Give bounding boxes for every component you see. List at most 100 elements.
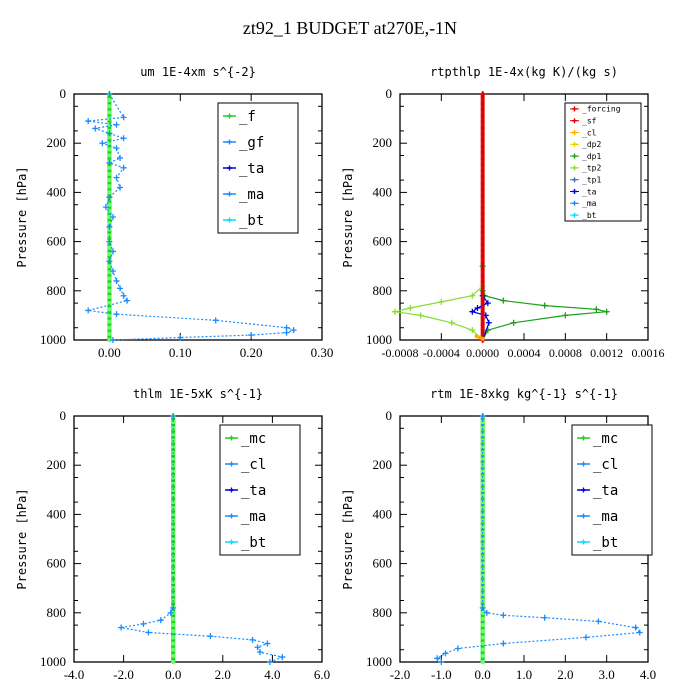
series-point-cl [257, 649, 263, 656]
series-point-cl [118, 624, 125, 631]
legend-entry-label: _ta [239, 161, 264, 177]
legend-entry-label: _bt [241, 535, 266, 551]
legend-marker [581, 539, 586, 545]
legend-entry-label: _cl [593, 457, 618, 473]
x-tick-label: 2.0 [215, 667, 231, 682]
legend-marker [581, 461, 586, 467]
zero-profile-marker [480, 629, 485, 634]
series-point-gf [92, 125, 99, 132]
zero-profile-marker [107, 147, 112, 152]
series-point-gf [109, 214, 116, 220]
legend-marker [227, 191, 232, 197]
legend-entry-label: _bt [593, 535, 618, 551]
series-point-gf [248, 332, 255, 339]
series-point-gf [102, 204, 109, 211]
legend-marker [229, 461, 234, 467]
legend-entry-label: _dp1 [582, 152, 601, 161]
legend-box [564, 102, 642, 222]
panel-title: rtm 1E-8xkg kg^{-1} s^{-1} [430, 387, 618, 401]
series-point-cl [167, 609, 174, 616]
y-tick-label: 0 [60, 86, 67, 101]
legend-marker [229, 435, 234, 441]
legend-marker [229, 539, 234, 545]
x-tick-label: 0.0012 [590, 346, 623, 360]
legend-marker [572, 189, 577, 194]
legend-entry-label: _f [239, 109, 256, 125]
legend-marker [229, 487, 234, 493]
zero-profile-marker [171, 512, 176, 517]
zero-profile-marker [107, 319, 112, 324]
legend-entry-label: _ma [241, 509, 266, 525]
x-tick-label: 0.10 [169, 345, 192, 360]
x-tick-label: 0.20 [240, 345, 263, 360]
series-point-cl [170, 604, 177, 611]
series-point-dp1 [541, 302, 548, 309]
zero-profile-marker [480, 456, 485, 462]
series-point-cl [500, 640, 507, 647]
zero-profile-marker [480, 512, 485, 517]
y-tick-label: 600 [373, 556, 393, 571]
legend-entry-label: _tp2 [582, 164, 601, 173]
y-tick-label: 1000 [40, 654, 66, 669]
zero-profile-marker [171, 549, 176, 554]
zero-profile-marker [107, 184, 112, 189]
series-point-cl [249, 636, 256, 643]
zero-profile-marker [107, 331, 112, 337]
series-point-cl [140, 620, 147, 627]
series-point-cl [207, 633, 214, 640]
series-point-gf [124, 297, 131, 304]
series-point-ta [474, 305, 481, 312]
y-tick-label: 1000 [40, 332, 66, 347]
zero-profile-marker [480, 616, 485, 622]
series-point-cl [632, 624, 639, 631]
zero-profile-marker [171, 659, 176, 665]
zero-profile-marker [480, 579, 485, 585]
zero-profile-marker [480, 419, 485, 425]
legend-entry-label: _dp2 [582, 140, 601, 149]
series-point-gf [113, 277, 120, 284]
series-point-tp2 [391, 308, 398, 315]
zero-profile-marker [107, 104, 112, 109]
chart-panel-um: um 1E-4xm s^{-2} Pressure [hPa] 0 200 400 600… [15, 65, 333, 360]
series-point-gf [106, 130, 113, 137]
zero-profile-marker [480, 610, 485, 615]
legend-entry-label: _ma [582, 199, 597, 208]
series-point-dp1 [593, 306, 600, 313]
zero-profile-marker [480, 573, 485, 579]
y-tick-label: 200 [373, 135, 393, 150]
series-point-cl [254, 644, 261, 651]
chart-panel-rtm: rtm 1E-8xkg kg^{-1} s^{-1} Pressure [hPa]… [341, 387, 656, 682]
series-point-gf [120, 135, 127, 142]
y-tick-label: 600 [47, 234, 67, 249]
x-tick-label: 0.0 [475, 667, 491, 682]
legend-marker [581, 487, 586, 493]
y-tick-label: 800 [373, 605, 393, 620]
series-point-cl [479, 604, 486, 611]
series-point-gf [117, 285, 124, 292]
zero-profile-marker [107, 276, 112, 281]
legend-entry-label: _mc [241, 431, 266, 447]
x-tick-label: 4.0 [264, 667, 280, 682]
zero-profile-marker [107, 300, 112, 306]
series-point-tp2 [448, 319, 455, 326]
zero-profile-marker [171, 622, 176, 628]
series-point-gf [120, 292, 127, 299]
legend: _mc _cl _ta _ma _bt [219, 424, 301, 556]
y-tick-label: 200 [373, 457, 393, 472]
zero-profile-marker [480, 659, 485, 665]
series-point-ta [469, 308, 476, 315]
y-tick-label: 400 [373, 506, 393, 521]
series-point-tp2 [407, 305, 414, 312]
series-point-cl [266, 659, 273, 665]
legend-entry-label: _mc [593, 431, 618, 447]
zero-profile-marker [171, 481, 176, 486]
legend-entry-label: _ta [241, 483, 266, 499]
zero-profile-marker [171, 524, 176, 529]
series-point-dp1 [510, 319, 517, 326]
series-point-gf [109, 268, 116, 275]
series-point-gf [283, 329, 290, 336]
series-point-tp2 [469, 327, 476, 334]
series-point-gf [113, 121, 120, 128]
legend-marker [227, 139, 232, 145]
zero-profile-marker [171, 536, 176, 542]
